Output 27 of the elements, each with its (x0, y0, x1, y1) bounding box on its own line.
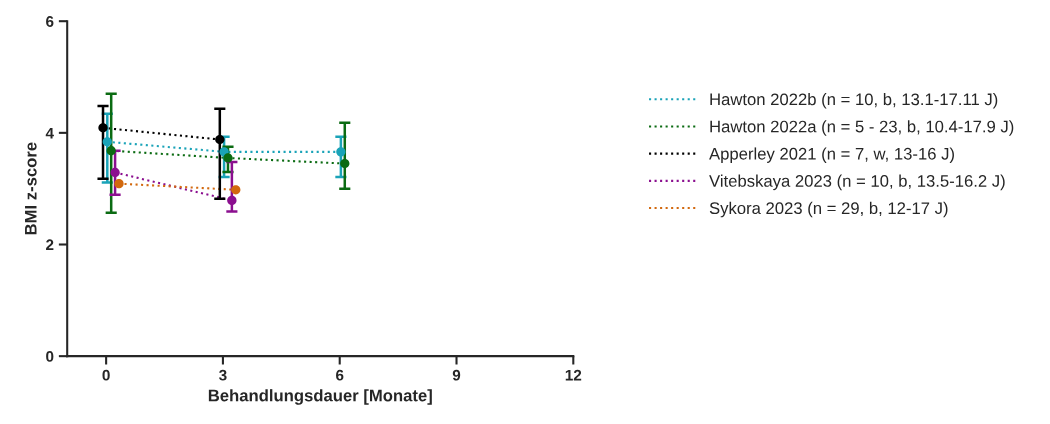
point (336, 147, 346, 157)
point (102, 137, 112, 147)
point (98, 123, 108, 133)
x-tick-label: 12 (565, 369, 582, 381)
legend-label: Hawton 2022a (n = 5 - 23, b, 10.4-17.9 J) (710, 120, 1014, 136)
point (231, 185, 241, 195)
x-tick-label: 9 (452, 369, 461, 381)
legend-label: Sykora 2023 (n = 29, b, 12-17 J) (709, 201, 948, 218)
legend-label: Apperley 2021 (n = 7, w, 13-16 J) (709, 147, 954, 163)
x-tick-label: 0 (102, 369, 110, 381)
point (223, 153, 233, 163)
point (227, 195, 237, 206)
point (340, 158, 350, 169)
y-tick-label: 4 (45, 127, 54, 139)
point (110, 167, 120, 178)
point (106, 146, 116, 156)
y-axis-title: BMI z-score (25, 142, 37, 235)
point (215, 134, 225, 145)
y-tick-label: 2 (46, 239, 54, 251)
x-tick-label: 6 (336, 369, 344, 381)
y-tick-label: 6 (46, 16, 54, 27)
legend-label: Vitebskaya 2023 (n = 10, b, 13.5-16.2 J) (709, 174, 1005, 191)
y-tick-label: 0 (46, 351, 54, 362)
point (114, 179, 124, 189)
x-tick-label: 3 (219, 369, 227, 381)
x-axis-title: Behandlungsdauer [Monate] (208, 389, 432, 405)
legend-label: Hawton 2022b (n = 10, b, 13.1-17.11 J) (710, 93, 998, 109)
